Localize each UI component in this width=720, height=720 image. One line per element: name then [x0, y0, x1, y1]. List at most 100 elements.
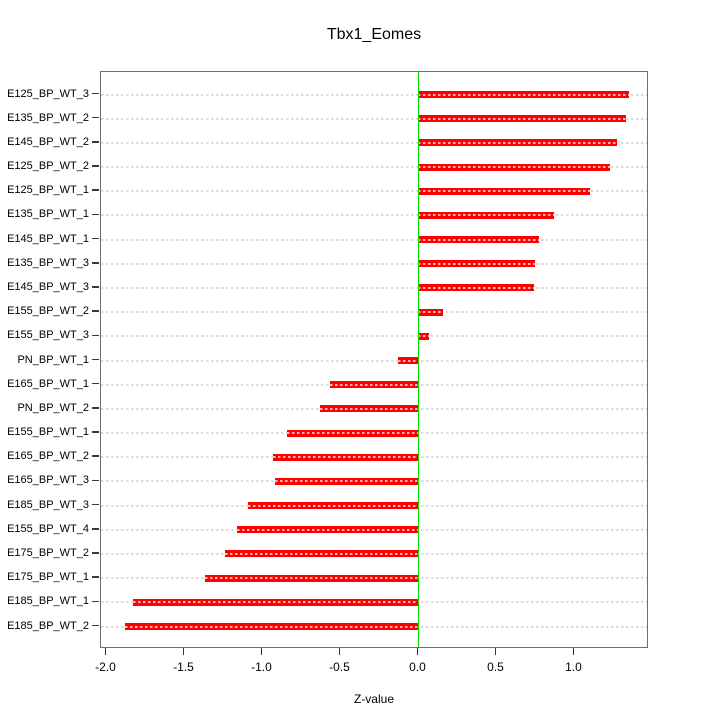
y-tick — [92, 576, 99, 578]
bar — [418, 332, 430, 340]
y-tick-label: E165_BP_WT_3 — [7, 474, 89, 487]
y-tick-label: E165_BP_WT_2 — [7, 450, 89, 463]
y-tick-label: E135_BP_WT_1 — [7, 208, 89, 221]
bar — [237, 526, 419, 534]
bar — [225, 550, 419, 558]
bar-centerline — [320, 407, 419, 410]
y-tick-label: E145_BP_WT_2 — [7, 135, 89, 148]
y-tick-label: E125_BP_WT_2 — [7, 160, 89, 173]
y-tick — [92, 527, 99, 530]
bar-centerline — [418, 93, 630, 96]
x-tick-label: 0.5 — [487, 660, 504, 674]
bar — [398, 357, 419, 364]
y-tick — [92, 116, 99, 119]
x-tick — [494, 648, 497, 655]
y-tick — [92, 479, 99, 482]
bar-centerline — [418, 141, 617, 144]
bar-centerline — [273, 456, 419, 459]
x-tick — [104, 648, 107, 655]
bar-centerline — [418, 262, 536, 265]
bar — [287, 429, 419, 437]
y-tick — [92, 141, 99, 143]
y-tick-label: E185_BP_WT_1 — [7, 595, 89, 608]
x-tick-label: -1.5 — [173, 660, 194, 674]
bar — [418, 139, 617, 147]
bar — [418, 260, 536, 268]
y-tick — [92, 358, 99, 361]
y-tick-label: E145_BP_WT_1 — [7, 232, 89, 245]
y-tick — [92, 92, 99, 95]
bar — [418, 115, 626, 123]
y-tick-label: PN_BP_WT_2 — [17, 401, 89, 414]
y-tick-label: E125_BP_WT_3 — [7, 87, 89, 100]
y-tick — [92, 624, 99, 627]
y-tick-label: E155_BP_WT_1 — [7, 426, 89, 439]
bar-centerline — [418, 166, 611, 169]
y-tick-label: E175_BP_WT_1 — [7, 571, 89, 584]
bar-centerline — [287, 432, 419, 435]
bar-centerline — [398, 359, 419, 362]
bar — [418, 211, 555, 219]
bar-centerline — [132, 601, 419, 604]
grid-line — [101, 141, 647, 144]
y-tick-label: E155_BP_WT_2 — [7, 305, 89, 318]
chart-title: Tbx1_Eomes — [326, 26, 422, 43]
bar-centerline — [418, 117, 626, 120]
bar — [125, 623, 419, 630]
bar-centerline — [125, 625, 419, 628]
y-tick-label: E125_BP_WT_1 — [7, 184, 89, 197]
grid-line — [101, 335, 647, 338]
bar-centerline — [418, 238, 539, 241]
y-tick-label: E155_BP_WT_3 — [7, 329, 89, 342]
y-tick — [92, 237, 99, 240]
x-tick-label: -2.0 — [95, 660, 116, 674]
bar-centerline — [329, 383, 419, 386]
y-tick-label: E145_BP_WT_3 — [7, 280, 89, 293]
bar — [329, 381, 419, 389]
grid-line — [101, 166, 647, 169]
y-tick — [92, 334, 99, 337]
grid-line — [101, 311, 647, 314]
bar-centerline — [418, 335, 430, 338]
x-tick-label: 1.0 — [565, 660, 582, 674]
zero-reference-line — [417, 72, 420, 647]
y-tick-label: E135_BP_WT_3 — [7, 256, 89, 269]
y-tick — [92, 165, 99, 167]
bar — [418, 236, 539, 244]
y-tick — [92, 261, 99, 264]
bar-centerline — [418, 190, 591, 193]
grid-line — [101, 190, 647, 193]
x-tick-label: -1.0 — [251, 660, 272, 674]
bar — [204, 574, 419, 582]
y-tick — [92, 382, 99, 385]
bar-centerline — [418, 214, 555, 217]
bar-centerline — [225, 552, 419, 555]
x-tick — [416, 648, 419, 655]
grid-line — [101, 286, 647, 289]
grid-line — [101, 93, 647, 96]
bar — [418, 187, 591, 195]
bar — [418, 91, 630, 98]
plot-area — [100, 71, 648, 648]
y-tick-label: E185_BP_WT_2 — [7, 619, 89, 632]
bar-centerline — [274, 480, 419, 483]
y-tick — [92, 407, 99, 409]
bar-centerline — [418, 286, 534, 289]
bar — [274, 477, 419, 485]
y-tick-label: E165_BP_WT_1 — [7, 377, 89, 390]
bar-centerline — [248, 504, 419, 507]
y-tick — [92, 431, 99, 433]
y-tick — [92, 310, 99, 312]
grid-line — [101, 214, 647, 217]
bar-centerline — [237, 528, 419, 531]
y-tick-label: E175_BP_WT_2 — [7, 546, 89, 559]
x-tick — [338, 648, 341, 655]
grid-line — [101, 359, 647, 362]
bar — [132, 598, 419, 606]
x-tick — [260, 648, 263, 655]
y-tick-label: E185_BP_WT_3 — [7, 498, 89, 511]
y-tick — [92, 600, 99, 603]
x-axis-title: Z-value — [353, 692, 394, 706]
x-tick — [572, 648, 575, 655]
